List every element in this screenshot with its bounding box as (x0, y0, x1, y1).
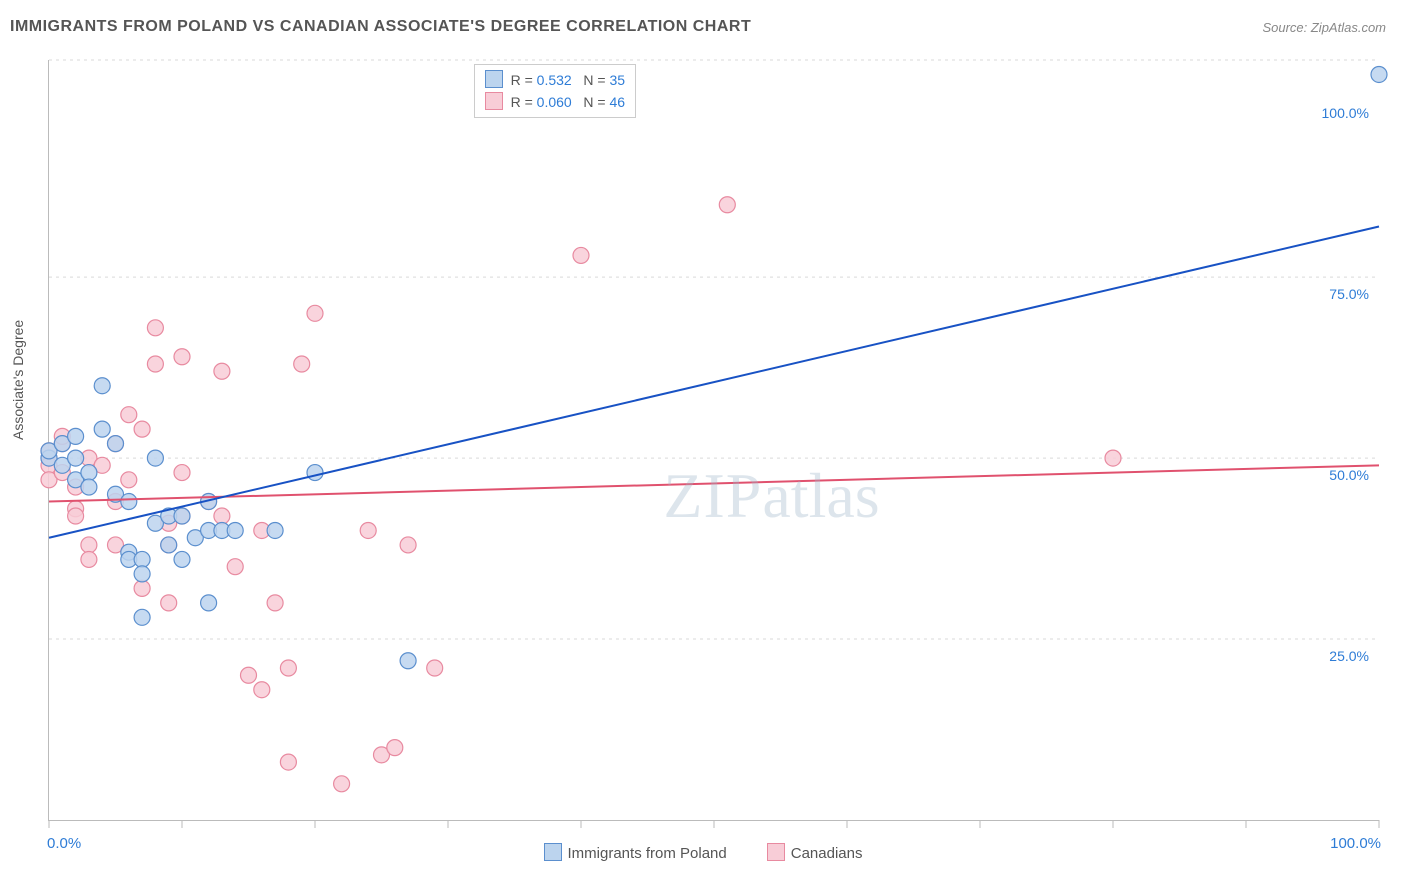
data-point-canadians (387, 740, 403, 756)
data-point-canadians (427, 660, 443, 676)
legend-swatch (767, 843, 785, 861)
legend-swatch (485, 92, 503, 110)
data-point-poland (94, 421, 110, 437)
data-point-canadians (121, 407, 137, 423)
legend-series-label: Canadians (791, 845, 863, 862)
legend-r-label: R = (511, 94, 537, 110)
data-point-poland (147, 450, 163, 466)
data-point-poland (227, 522, 243, 538)
data-point-poland (267, 522, 283, 538)
data-point-canadians (214, 508, 230, 524)
data-point-canadians (147, 320, 163, 336)
data-point-canadians (81, 537, 97, 553)
data-point-poland (81, 479, 97, 495)
data-point-poland (94, 378, 110, 394)
legend-r-value: 0.532 (537, 72, 572, 88)
data-point-poland (81, 465, 97, 481)
data-point-canadians (214, 363, 230, 379)
chart-title: IMMIGRANTS FROM POLAND VS CANADIAN ASSOC… (10, 18, 751, 36)
legend-n-label: N = (583, 72, 609, 88)
data-point-canadians (227, 559, 243, 575)
legend-swatch (485, 70, 503, 88)
data-point-canadians (121, 472, 137, 488)
plot-area: 25.0%50.0%75.0%100.0%0.0%100.0% ZIPatlas (48, 60, 1379, 821)
data-point-canadians (1105, 450, 1121, 466)
source-label: Source: ZipAtlas.com (1262, 20, 1386, 35)
data-point-canadians (147, 356, 163, 372)
data-point-canadians (174, 465, 190, 481)
data-point-poland (68, 450, 84, 466)
data-point-canadians (174, 349, 190, 365)
legend-r-label: R = (511, 72, 537, 88)
data-point-poland (307, 465, 323, 481)
legend-correlation-row: R = 0.060 N = 46 (485, 91, 625, 113)
data-point-poland (68, 428, 84, 444)
data-point-poland (201, 595, 217, 611)
legend-correlation-row: R = 0.532 N = 35 (485, 69, 625, 91)
data-point-poland (134, 551, 150, 567)
data-point-canadians (134, 580, 150, 596)
legend-n-value: 35 (609, 72, 625, 88)
data-point-canadians (360, 522, 376, 538)
legend-r-value: 0.060 (537, 94, 572, 110)
data-point-canadians (267, 595, 283, 611)
y-axis-label: Associate's Degree (10, 320, 26, 440)
data-point-canadians (280, 660, 296, 676)
y-tick-label: 75.0% (1329, 286, 1369, 302)
data-point-canadians (400, 537, 416, 553)
legend-swatch (544, 843, 562, 861)
trend-line-canadians (49, 465, 1379, 501)
data-point-canadians (68, 508, 84, 524)
data-point-poland (121, 494, 137, 510)
data-point-poland (134, 566, 150, 582)
data-point-canadians (134, 421, 150, 437)
data-point-canadians (294, 356, 310, 372)
data-point-canadians (254, 682, 270, 698)
data-point-poland (1371, 66, 1387, 82)
y-tick-label: 25.0% (1329, 648, 1369, 664)
chart-container: IMMIGRANTS FROM POLAND VS CANADIAN ASSOC… (0, 0, 1406, 892)
legend-n-value: 46 (609, 94, 625, 110)
data-point-canadians (307, 305, 323, 321)
data-point-poland (174, 551, 190, 567)
y-tick-label: 100.0% (1322, 105, 1369, 121)
data-point-poland (400, 653, 416, 669)
legend-series-label: Immigrants from Poland (568, 845, 727, 862)
legend-n-label: N = (583, 94, 609, 110)
data-point-canadians (719, 197, 735, 213)
data-point-canadians (241, 667, 257, 683)
data-point-poland (134, 609, 150, 625)
data-point-canadians (280, 754, 296, 770)
data-point-poland (174, 508, 190, 524)
y-tick-label: 50.0% (1329, 467, 1369, 483)
data-point-canadians (81, 551, 97, 567)
plot-svg: 25.0%50.0%75.0%100.0%0.0%100.0% (49, 60, 1379, 820)
legend-series: Immigrants from Poland Canadians (0, 843, 1406, 862)
data-point-poland (108, 436, 124, 452)
trend-line-poland (49, 226, 1379, 537)
data-point-poland (161, 537, 177, 553)
data-point-canadians (573, 247, 589, 263)
legend-correlation: R = 0.532 N = 35R = 0.060 N = 46 (474, 64, 636, 118)
data-point-canadians (161, 595, 177, 611)
data-point-canadians (334, 776, 350, 792)
